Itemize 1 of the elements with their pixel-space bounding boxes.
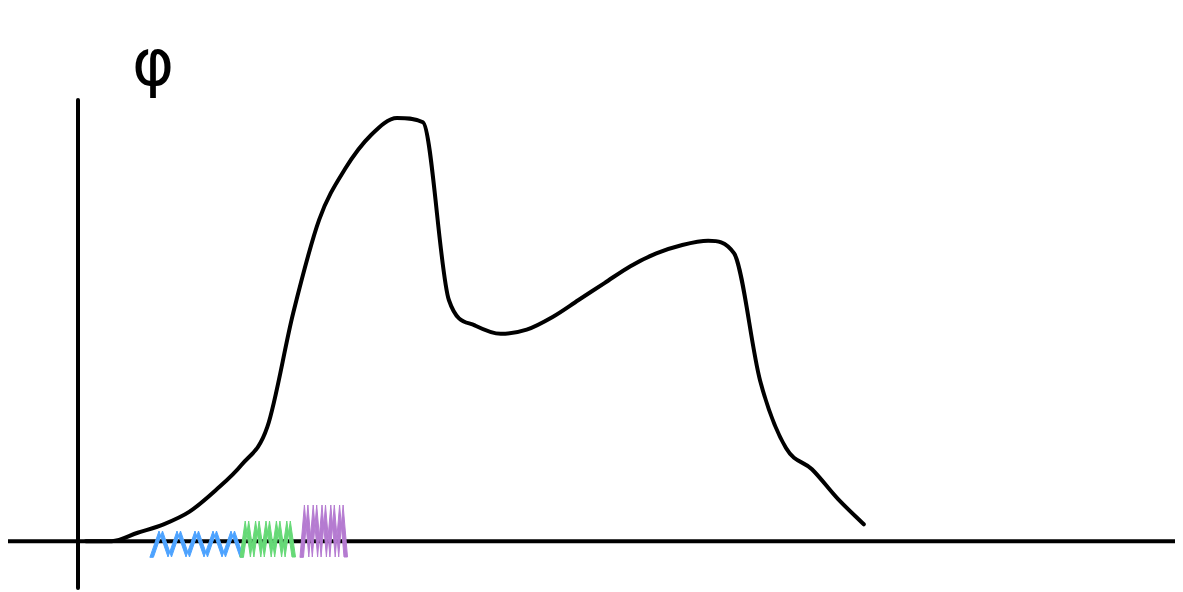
y-axis-title: φ [131,25,175,100]
